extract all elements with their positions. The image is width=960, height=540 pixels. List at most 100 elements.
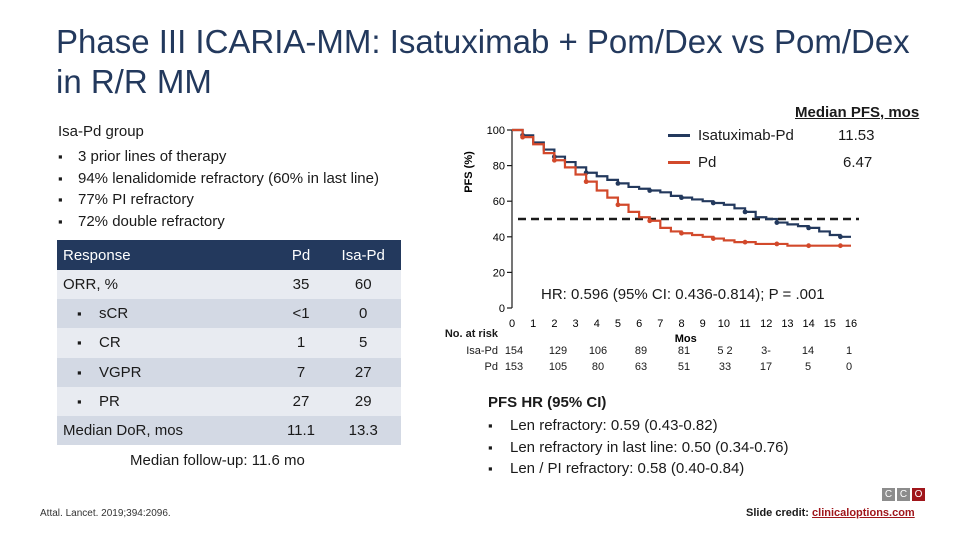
series-line-pd: [512, 128, 851, 247]
at-risk-pd-label: Pd: [484, 361, 498, 373]
x-tick-label: 7: [657, 318, 663, 330]
cco-logo: C C O: [882, 488, 925, 501]
table-row: PR 27 29: [57, 386, 401, 416]
pfs-hr-heading: PFS HR (95% CI): [488, 394, 607, 411]
at-risk-value: 1: [845, 345, 853, 357]
censor-point: [710, 236, 716, 241]
cell-isa-pd: 13.3: [325, 415, 401, 446]
cell-pd: 35: [276, 270, 326, 300]
row-label: sCR: [57, 299, 277, 329]
x-tick-label: 8: [678, 318, 684, 330]
y-tick-label: 60: [493, 196, 505, 208]
group-item: 77% PI refractory: [58, 189, 379, 211]
y-axis: 0 20 40 60 80 100: [487, 125, 513, 315]
censor-point: [615, 181, 621, 186]
page-title: Phase III ICARIA-MM: Isatuximab + Pom/De…: [56, 23, 910, 100]
legend-label: Pd: [698, 154, 717, 171]
hazard-ratio: HR: 0.596 (95% CI: 0.436-0.814); P = .00…: [541, 286, 825, 303]
cell-isa-pd: 60: [325, 270, 401, 300]
x-tick-label: 12: [760, 318, 772, 330]
censor-point: [774, 241, 780, 247]
at-risk-label: No. at risk: [444, 328, 498, 340]
legend-swatch: [668, 134, 690, 137]
cell-isa-pd: 5: [325, 328, 401, 358]
x-axis: 0 1 2 3 4 5 6 7 8 9 10 11 12 13 14 15 16: [509, 318, 857, 330]
x-tick-label: 14: [803, 318, 815, 330]
at-risk-value: 153: [504, 361, 524, 373]
slide-credit: Slide credit: clinicaloptions.com: [746, 507, 915, 519]
row-label: ORR, %: [57, 270, 277, 300]
y-tick-label: 0: [499, 303, 505, 315]
table-row: Median DoR, mos 11.1 13.3: [57, 415, 401, 446]
x-tick-label: 13: [781, 318, 793, 330]
y-tick-label: 20: [493, 267, 505, 279]
cell-pd: 1: [276, 328, 326, 358]
logo-letter: C: [882, 488, 895, 501]
x-tick-label: 6: [636, 318, 642, 330]
y-tick-label: 100: [487, 125, 505, 137]
logo-letter: O: [912, 488, 925, 501]
censor-point: [679, 195, 684, 201]
censor-point: [647, 188, 653, 193]
at-risk-value: 81: [677, 345, 691, 357]
censor-point: [615, 202, 621, 208]
censor-point: [710, 200, 716, 206]
table-row: CR 1 5: [57, 328, 401, 358]
at-risk-value: 154: [504, 345, 524, 357]
censor-point: [679, 230, 684, 236]
legend-median-value: 11.53: [838, 127, 875, 144]
at-risk-value: 33: [718, 361, 732, 373]
censor-point: [520, 134, 525, 140]
pfs-hr-list: Len refractory: 0.59 (0.43-0.82) Len ref…: [488, 415, 788, 480]
at-risk-value: 89: [634, 345, 648, 357]
cell-pd: 27: [276, 386, 326, 416]
x-tick-label: 10: [718, 318, 730, 330]
header-pd: Pd: [276, 240, 326, 270]
censor-point: [742, 239, 748, 245]
y-tick-label: 40: [493, 232, 505, 244]
row-label: Median DoR, mos: [57, 415, 277, 446]
cell-pd: 7: [276, 357, 326, 387]
censor-point: [806, 225, 812, 231]
x-tick-label: 11: [739, 318, 750, 330]
credit-label: Slide credit:: [746, 507, 809, 519]
legend-median-value: 6.47: [843, 154, 873, 171]
x-tick-label: 1: [530, 318, 536, 330]
credit-link[interactable]: clinicaloptions.com: [812, 507, 915, 519]
table-header-row: Response Pd Isa-Pd: [57, 240, 401, 270]
at-risk-value: 80: [591, 361, 605, 373]
censor-point: [583, 179, 589, 185]
at-risk-value: 106: [588, 345, 608, 357]
at-risk-value: 14: [801, 345, 815, 357]
x-tick-label: 2: [551, 318, 557, 330]
survival-curves: [512, 128, 851, 249]
censor-point: [806, 243, 812, 249]
table-row: sCR <1 0: [57, 299, 401, 329]
row-label: PR: [57, 386, 277, 416]
censor-point: [838, 243, 843, 249]
cell-isa-pd: 0: [325, 299, 401, 329]
at-risk-value: 3-: [761, 345, 771, 357]
x-tick-label: 5: [615, 318, 621, 330]
at-risk-value: 51: [677, 361, 691, 373]
row-label: CR: [57, 328, 277, 358]
x-axis-label: Mos: [675, 333, 697, 345]
y-axis-label: PFS (%): [463, 151, 475, 193]
at-risk-value: 129: [548, 345, 568, 357]
x-tick-label: 4: [594, 318, 600, 330]
censor-point: [647, 218, 653, 224]
censor-point: [742, 209, 748, 215]
cell-pd: 11.1: [276, 415, 326, 446]
censor-point: [838, 234, 843, 240]
at-risk-value: 0: [845, 361, 853, 373]
row-label: VGPR: [57, 357, 277, 387]
legend-label: Isatuximab-Pd: [698, 127, 794, 144]
reference-citation: Attal. Lancet. 2019;394:2096.: [40, 508, 171, 519]
x-tick-label: 15: [824, 318, 836, 330]
table-row: ORR, % 35 60: [57, 270, 401, 300]
x-tick-label: 16: [845, 318, 857, 330]
logo-letter: C: [897, 488, 910, 501]
header-response: Response: [57, 240, 277, 270]
cell-isa-pd: 29: [325, 386, 401, 416]
